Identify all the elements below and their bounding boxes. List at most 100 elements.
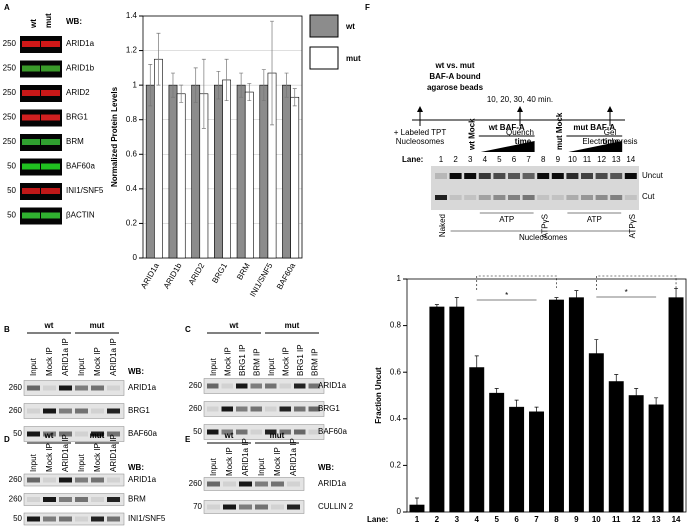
blot-band — [59, 477, 72, 483]
legend-swatch — [309, 14, 339, 38]
blot-label: INI1/SNF5 — [128, 514, 166, 523]
step-label: Electrophoresis — [582, 137, 637, 146]
error-bar — [574, 290, 579, 305]
bar — [429, 306, 445, 513]
bar — [588, 353, 604, 513]
y-tick-label: 0 — [397, 507, 402, 516]
label: WB: — [128, 463, 144, 472]
error-bar — [224, 58, 229, 102]
lane-label: ARID1a IP — [61, 434, 70, 472]
blot-band — [265, 406, 277, 412]
error-bar — [594, 339, 599, 368]
blot-band — [41, 139, 60, 145]
label: Lane: — [402, 155, 423, 164]
lane-label: Mock IP — [93, 347, 102, 376]
lane-label: ARID1a IP — [289, 438, 298, 476]
blot-label: ARID1b — [66, 64, 95, 73]
blot-label: βACTIN — [66, 211, 95, 220]
blot-label: ARID1a — [128, 475, 157, 484]
lane-label: Input — [209, 457, 218, 476]
blot-band — [27, 516, 40, 522]
gel-band — [610, 195, 623, 200]
blot-band — [107, 408, 120, 414]
lane-label: ARID1a IP — [109, 434, 118, 472]
lane-label: BRG1 IP — [238, 344, 247, 376]
blot-band — [107, 385, 120, 391]
band-label: Cut — [642, 192, 655, 201]
bar — [529, 411, 545, 513]
lane-number: 2 — [453, 155, 458, 164]
x-tick-label: 6 — [514, 515, 519, 524]
bar — [608, 381, 624, 513]
blot-label: ARID1a — [128, 383, 157, 392]
x-tick-label: 8 — [554, 515, 559, 524]
gel-band — [551, 195, 564, 200]
blot-band — [221, 383, 233, 389]
bar — [548, 299, 564, 513]
blot-band — [207, 429, 219, 435]
blot-band — [294, 383, 306, 389]
blot-band — [265, 383, 277, 389]
x-tick-label: 4 — [475, 515, 480, 524]
gel-band — [595, 195, 608, 200]
error-bar — [201, 58, 206, 129]
x-tick-label: 5 — [494, 515, 499, 524]
bar — [259, 84, 269, 259]
mw-marker: 50 — [7, 162, 16, 171]
x-tick-label: 14 — [672, 515, 681, 524]
scheme-text: wt vs. mut — [434, 61, 474, 70]
blot — [23, 473, 125, 487]
gel-band — [595, 173, 608, 179]
gel-band — [435, 173, 447, 179]
group-label: mut — [90, 321, 105, 330]
lane-number: 14 — [626, 155, 635, 164]
group-label: mut BAF-A — [573, 123, 615, 132]
blot — [203, 477, 305, 491]
group-label: wt — [229, 321, 239, 330]
x-axis-title: Lane: — [367, 515, 388, 524]
lane-label: BRG1 IP — [296, 344, 305, 376]
blot — [23, 512, 125, 526]
time-label: time — [515, 137, 532, 146]
blot-label: BAF60a — [128, 429, 157, 438]
gel-band — [624, 173, 637, 179]
blot-band — [279, 429, 291, 435]
scheme-text: BAF-A bound — [429, 72, 480, 81]
blot-band — [91, 408, 104, 414]
gel-band — [522, 195, 535, 200]
blot-band — [223, 504, 236, 510]
blot-band — [236, 383, 248, 389]
mw-marker: 260 — [9, 475, 23, 484]
blot-band — [308, 383, 320, 389]
bar — [145, 84, 155, 259]
mw-marker: 260 — [9, 383, 23, 392]
error-bar — [148, 64, 153, 107]
gel-band — [522, 173, 535, 179]
gel-band — [493, 173, 506, 179]
bar — [214, 84, 223, 259]
lane-label: BRM IP — [253, 348, 262, 376]
blot-band — [271, 481, 284, 487]
error-bar — [170, 72, 175, 98]
x-tick-label: 3 — [455, 515, 460, 524]
y-axis-title: Normalized Protein Levels — [110, 86, 119, 187]
blot-band — [75, 477, 88, 483]
blot-band — [255, 504, 268, 510]
gel-band — [478, 195, 491, 200]
lane-label: Mock IP — [45, 443, 54, 472]
error-bar — [614, 374, 619, 389]
lane-label: Input — [77, 453, 86, 472]
y-tick-label: 0.8 — [390, 321, 402, 330]
panel-letter: B — [4, 325, 10, 334]
y-tick-label: 0 — [133, 253, 138, 262]
error-bar — [292, 88, 297, 107]
error-bar — [414, 497, 419, 513]
blot-band — [27, 385, 40, 391]
mw-marker: 250 — [3, 113, 17, 122]
blot-band — [22, 188, 40, 194]
blot-band — [107, 431, 120, 437]
blot-band — [279, 406, 291, 412]
lane-label: Input — [77, 357, 86, 376]
panel-letter: E — [185, 435, 191, 444]
blot-band — [43, 385, 56, 391]
